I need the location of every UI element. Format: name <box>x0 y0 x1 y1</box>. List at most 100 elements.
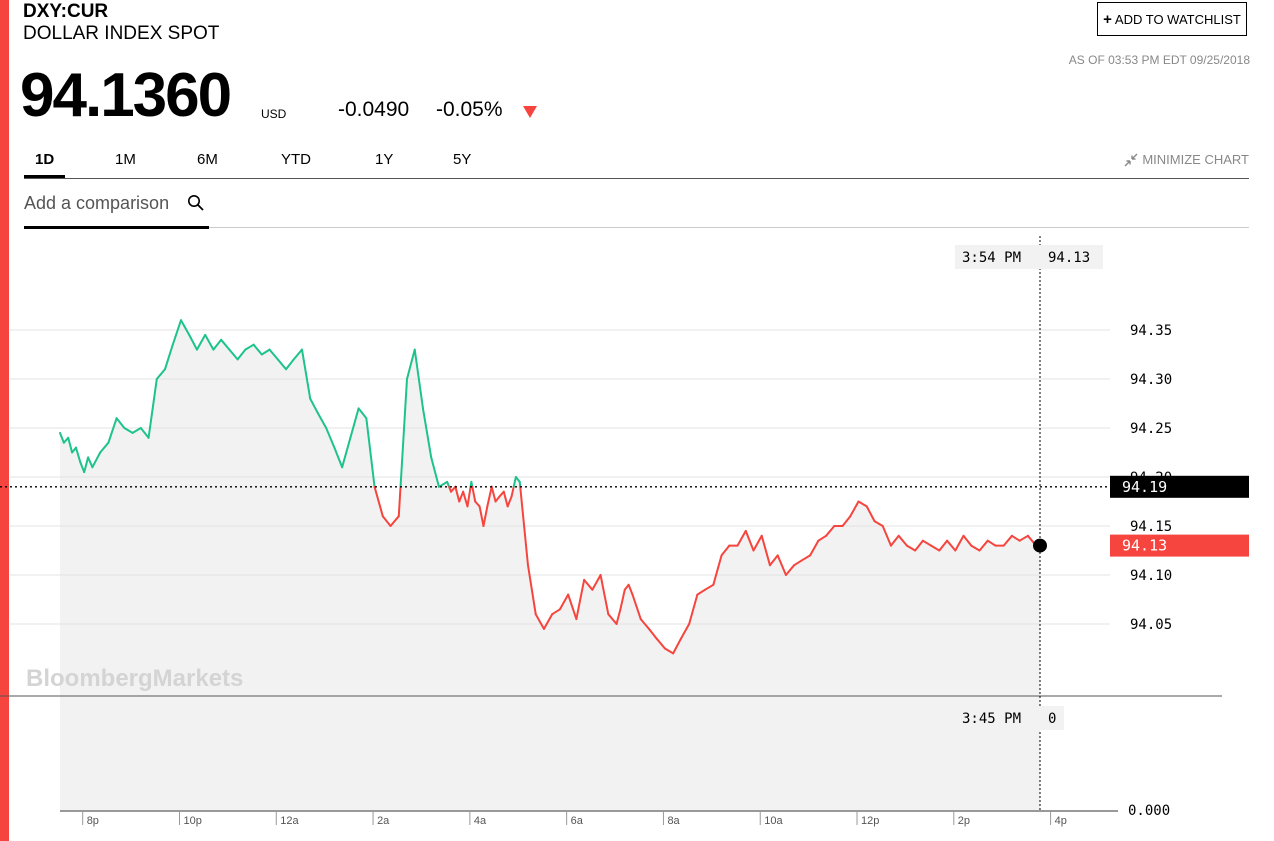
price-line-segment <box>631 593 642 621</box>
price-line-segment <box>325 427 336 449</box>
price-line-segment <box>857 500 868 508</box>
price-line-segment <box>655 637 666 650</box>
security-name: DOLLAR INDEX SPOT <box>23 23 220 44</box>
tab-5y[interactable]: 5Y <box>453 151 472 168</box>
price-line-segment <box>252 343 263 356</box>
x-tick-label: 2p <box>958 815 970 827</box>
x-tick-label: 10p <box>183 815 201 827</box>
comparison-input[interactable] <box>24 192 179 214</box>
price-line-segment <box>188 333 198 351</box>
price-line-segment <box>195 333 207 351</box>
tab-1d[interactable]: 1D <box>24 151 66 178</box>
price-line-segment <box>87 456 94 469</box>
as-of-timestamp: AS OF 03:53 PM EDT 09/25/2018 <box>1068 53 1250 67</box>
watermark: BloombergMarkets <box>26 665 243 692</box>
price-line-segment <box>627 583 634 596</box>
tab-1m[interactable]: 1M <box>115 151 136 168</box>
price-line-segment <box>99 441 110 454</box>
price-line-segment <box>357 407 368 420</box>
volume-axis-label: 0.000 <box>1128 803 1170 819</box>
price-line-segment <box>817 534 828 542</box>
price-line-segment <box>696 588 707 596</box>
price-line-segment <box>79 461 86 474</box>
down-arrow-icon <box>523 106 537 118</box>
price-line-segment <box>381 515 392 527</box>
price-line-segment <box>164 343 174 371</box>
price-line-segment <box>466 485 472 508</box>
price-line-segment <box>212 338 223 351</box>
last-value-label: 94.13 <box>1122 537 1167 555</box>
price-line-segment <box>244 343 255 351</box>
price-line-segment <box>712 554 723 586</box>
y-tick-label: 94.05 <box>1130 617 1172 633</box>
price-line-segment <box>752 534 763 552</box>
price-line-segment <box>558 593 570 611</box>
currency-label: USD <box>261 107 287 121</box>
price-line-segment <box>914 539 924 552</box>
price-line-segment <box>399 378 408 488</box>
price-line-segment <box>575 578 586 621</box>
price-line-segment <box>430 456 440 488</box>
plus-icon: + <box>1103 10 1112 28</box>
minimize-chart-button[interactable]: MINIMIZE CHART <box>1124 152 1249 167</box>
price-line-segment <box>615 608 622 625</box>
price-line-segment <box>486 485 493 508</box>
price-line-segment <box>704 583 715 591</box>
price-line-segment <box>897 534 908 547</box>
price-line-segment <box>373 485 384 518</box>
price-line-segment <box>502 490 509 508</box>
price-line-segment <box>514 476 521 483</box>
accent-bar <box>0 0 9 841</box>
price-line-segment <box>534 613 545 630</box>
x-tick-label: 12p <box>861 815 879 827</box>
crosshair-value: 94.13 <box>1048 250 1090 266</box>
price-line-segment <box>285 358 295 371</box>
x-tick-label: 8p <box>87 815 99 827</box>
price-line-segment <box>526 564 537 616</box>
price-line-segment <box>220 338 231 351</box>
price-line-segment <box>494 495 501 503</box>
price-line-segment <box>567 593 578 621</box>
price-line-segment <box>179 319 191 336</box>
price-line-segment <box>236 348 247 361</box>
crosshair-bottom-value: 0 <box>1048 711 1056 727</box>
price-line-segment <box>204 333 215 351</box>
price-line-segment <box>946 539 957 552</box>
last-value-badge <box>1110 534 1249 557</box>
range-tabs: 1D 1M 6M YTD 1Y 5Y MINIMIZE CHART <box>24 146 1249 179</box>
x-tick-label: 6a <box>571 815 584 827</box>
price-line-segment <box>397 485 402 518</box>
price-line-segment <box>921 539 933 547</box>
price-chart[interactable]: 94.3594.3094.2594.2094.1594.1094.05Bloom… <box>0 228 1274 841</box>
x-tick-label: 12a <box>280 815 299 827</box>
y-tick-label: 94.35 <box>1130 323 1172 339</box>
tab-1y[interactable]: 1Y <box>375 151 394 168</box>
price-line-segment <box>316 412 328 429</box>
crosshair-bottom-box <box>955 706 1064 730</box>
price-line-segment <box>91 451 102 469</box>
price-line-segment <box>873 520 884 527</box>
price-line-segment <box>512 476 517 488</box>
tab-6m[interactable]: 6M <box>197 151 218 168</box>
crosshair-time: 3:54 PM <box>962 250 1021 266</box>
price-line-segment <box>268 348 279 361</box>
price-line-segment <box>519 485 529 567</box>
add-to-watchlist-button[interactable]: + ADD TO WATCHLIST <box>1097 2 1247 36</box>
search-icon[interactable] <box>187 194 205 212</box>
price-line-segment <box>776 554 787 576</box>
price-line-segment <box>720 544 731 557</box>
price-line-segment <box>83 456 90 474</box>
price-line-segment <box>115 417 126 429</box>
price-line-segment <box>171 319 182 346</box>
tab-ytd[interactable]: YTD <box>281 151 311 168</box>
price-line-segment <box>458 490 465 503</box>
crosshair-top-box <box>955 245 1103 269</box>
x-tick-label: 10a <box>764 815 783 827</box>
minimize-icon <box>1124 153 1138 166</box>
price-line-segment <box>309 397 319 415</box>
price-line-segment <box>986 539 997 547</box>
price-line-segment <box>349 407 360 439</box>
price-line-segment <box>139 427 150 439</box>
price-line-segment <box>954 534 965 552</box>
price-line-segment <box>865 505 876 523</box>
